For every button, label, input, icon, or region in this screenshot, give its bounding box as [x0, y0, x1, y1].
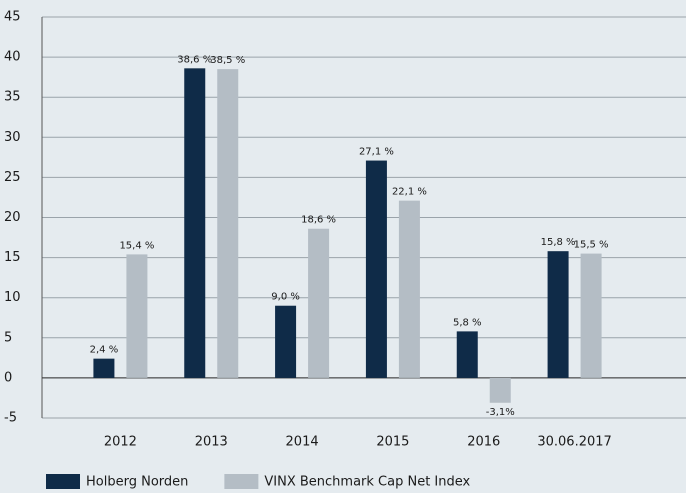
value-label: 2,4 %: [90, 345, 119, 356]
x-tick-label: 2013: [195, 435, 228, 450]
bar: [275, 305, 297, 378]
y-tick-label: 20: [4, 210, 21, 225]
y-tick-label: 15: [4, 250, 21, 265]
y-tick-label: 30: [4, 130, 21, 145]
y-tick-label: 5: [4, 330, 12, 345]
legend-swatch: [46, 474, 80, 489]
x-tick-label: 2016: [467, 435, 500, 450]
value-label: 38,6 %: [177, 54, 212, 65]
y-tick-label: 25: [4, 170, 21, 185]
bar: [93, 358, 115, 378]
bar: [308, 228, 330, 378]
bar: [580, 253, 602, 378]
legend-label: Holberg Norden: [86, 475, 188, 490]
y-tick-label: 40: [4, 50, 21, 65]
y-tick-label: -5: [4, 411, 17, 426]
value-label: 9,0 %: [271, 292, 300, 303]
x-tick-label: 2012: [104, 435, 137, 450]
y-tick-label: 35: [4, 90, 21, 105]
value-label: 15,8 %: [541, 237, 576, 248]
x-tick-label: 2014: [286, 435, 319, 450]
y-tick-label: 10: [4, 290, 21, 305]
legend-swatch: [224, 474, 259, 489]
value-label: 15,4 %: [119, 240, 154, 251]
value-label: 38,5 %: [210, 55, 245, 66]
bar: [184, 68, 206, 378]
value-label: 27,1 %: [359, 147, 394, 158]
value-label: 18,6 %: [301, 215, 336, 226]
value-label: 15,5 %: [574, 240, 609, 251]
bar: [365, 160, 387, 378]
value-label: 5,8 %: [453, 317, 482, 328]
bar: [398, 200, 420, 378]
bar: [489, 377, 511, 403]
bar: [217, 69, 239, 378]
y-tick-label: 0: [4, 370, 12, 385]
x-tick-label: 30.06.2017: [537, 435, 611, 450]
value-label: -3,1%: [486, 407, 515, 418]
x-tick-label: 2015: [376, 435, 409, 450]
value-label: 22,1 %: [392, 187, 427, 198]
legend-label: VINX Benchmark Cap Net Index: [264, 475, 470, 490]
bar: [126, 254, 148, 378]
y-tick-label: 45: [4, 10, 21, 25]
bar: [456, 331, 478, 378]
bar: [547, 251, 569, 378]
